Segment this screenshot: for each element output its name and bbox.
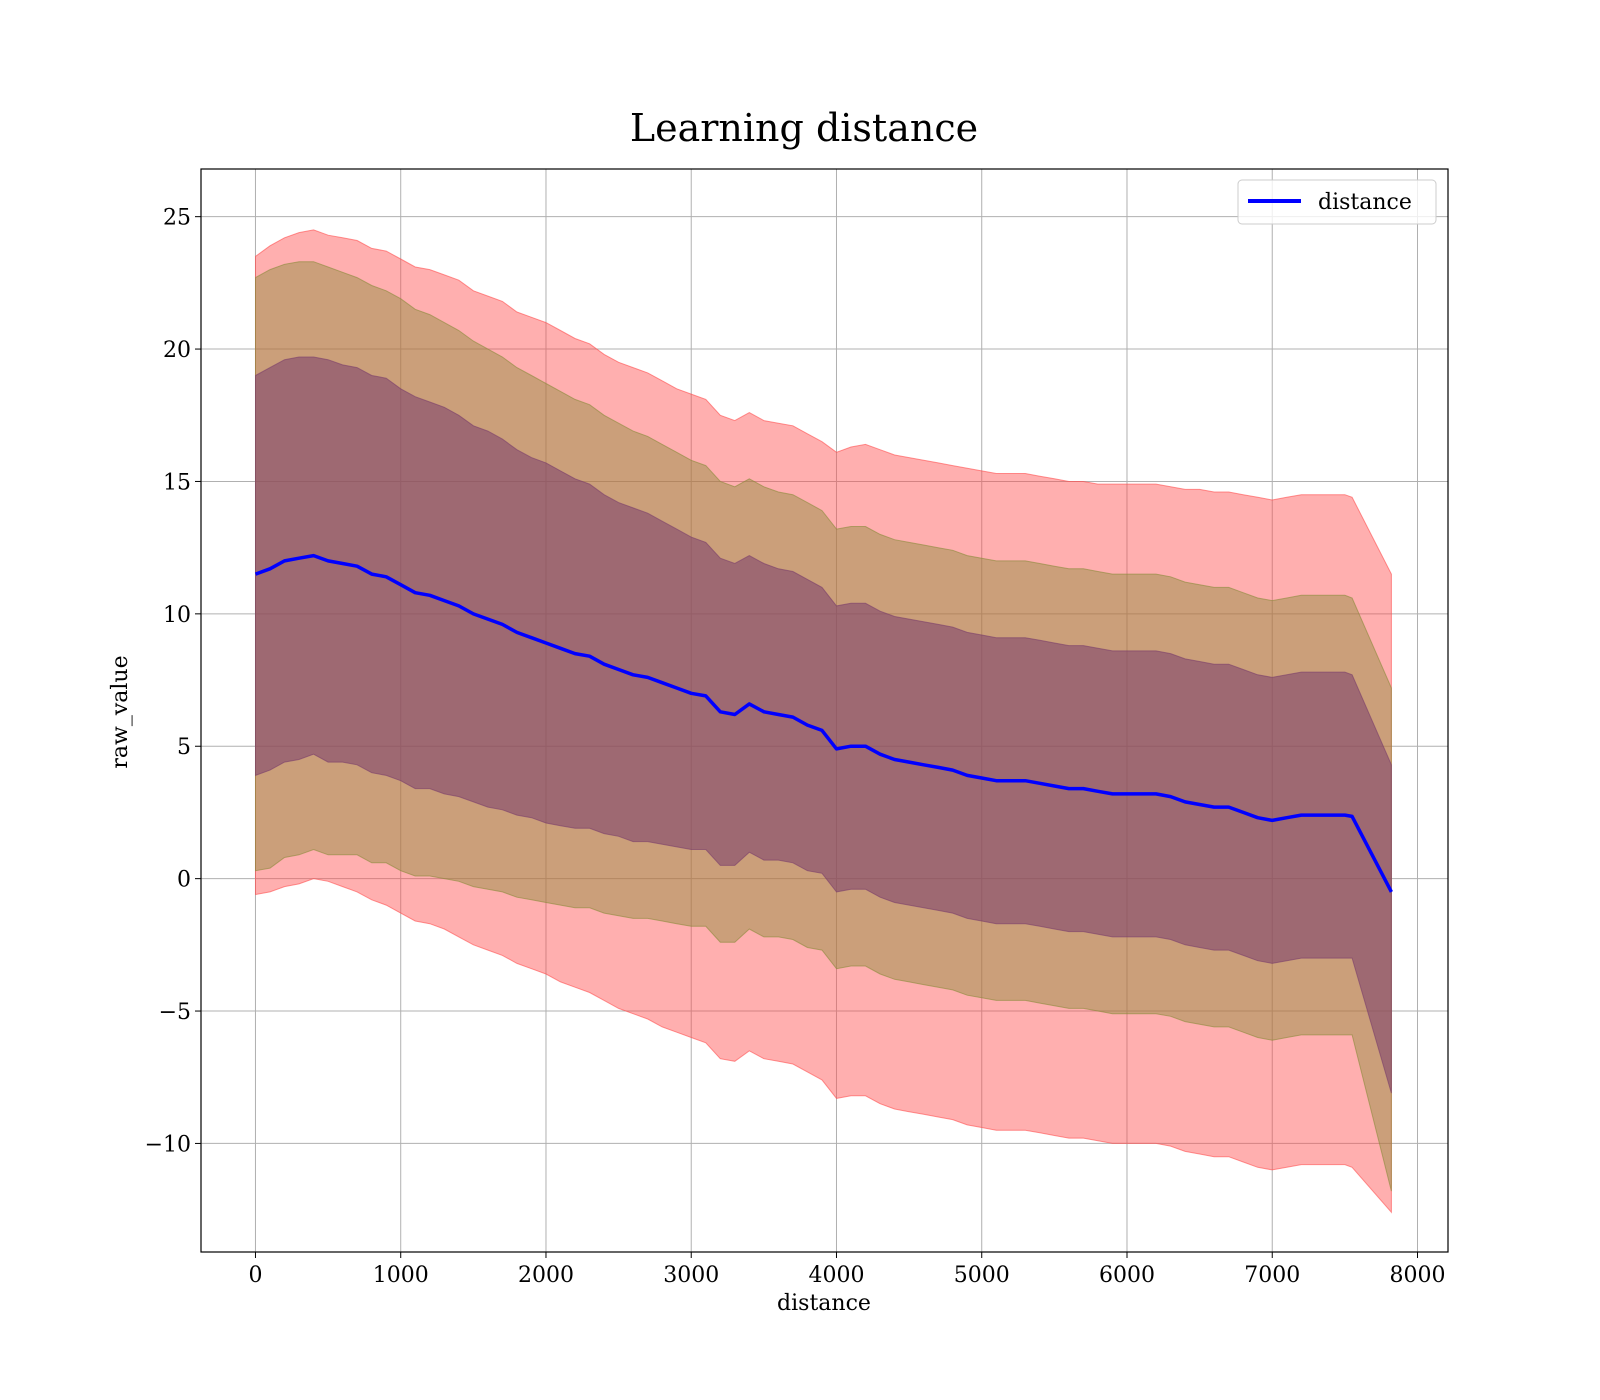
y-tick-label: 5 [177, 735, 191, 760]
x-tick-label: 8000 [1389, 1263, 1445, 1288]
distance-line [254, 553, 1393, 893]
y-tick-label: −5 [159, 1000, 191, 1025]
y-axis-ticks: −10 −5 0 5 10 15 20 25 [145, 206, 201, 1157]
legend-box [1237, 179, 1437, 225]
x-tick-label: 0 [248, 1263, 262, 1288]
y-tick-label: 20 [163, 338, 191, 363]
x-tick-label: 4000 [808, 1263, 864, 1288]
x-tick-label: 2000 [518, 1263, 574, 1288]
x-tick-label: 7000 [1244, 1263, 1300, 1288]
x-tick-label: 6000 [1099, 1263, 1155, 1288]
x-tick-label: 3000 [663, 1263, 719, 1288]
band-inner-area [255, 356, 1392, 1094]
confidence-bands [255, 229, 1392, 1214]
y-tick-label: −10 [145, 1132, 191, 1157]
legend: distance [1237, 179, 1437, 225]
y-axis-label: raw_value [108, 655, 133, 768]
chart-title: Learning distance [630, 106, 978, 150]
y-tick-label: 15 [163, 470, 191, 495]
legend-label: distance [1318, 190, 1412, 215]
series-lines [254, 553, 1393, 893]
plot-frame [200, 168, 1449, 1253]
y-tick-label: 25 [163, 206, 191, 231]
y-tick-label: 0 [177, 868, 191, 893]
x-tick-label: 5000 [954, 1263, 1010, 1288]
x-axis-label: distance [777, 1291, 871, 1316]
x-tick-label: 1000 [373, 1263, 429, 1288]
y-tick-label: 10 [163, 603, 191, 628]
x-axis-ticks: 0 1000 2000 3000 4000 5000 6000 7000 8000 [248, 1252, 1445, 1288]
